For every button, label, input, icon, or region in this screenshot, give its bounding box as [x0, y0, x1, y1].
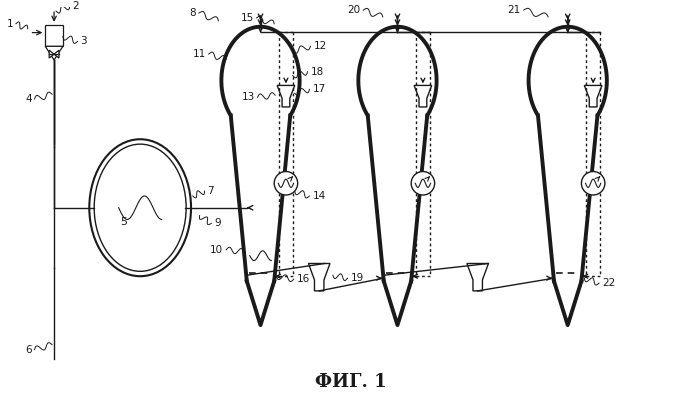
Text: 7: 7 — [207, 186, 214, 196]
Text: 2: 2 — [73, 1, 79, 11]
Text: 12: 12 — [314, 41, 327, 51]
Polygon shape — [277, 85, 295, 107]
Circle shape — [582, 171, 605, 195]
Text: 10: 10 — [210, 245, 223, 255]
Text: 5: 5 — [120, 217, 127, 228]
Text: 9: 9 — [214, 218, 221, 228]
Text: 15: 15 — [240, 13, 253, 23]
Text: 4: 4 — [25, 94, 32, 104]
Polygon shape — [467, 263, 489, 291]
Polygon shape — [49, 50, 54, 58]
Text: 11: 11 — [193, 49, 206, 59]
Text: 13: 13 — [241, 92, 255, 102]
Text: 19: 19 — [351, 273, 364, 283]
Text: 6: 6 — [25, 344, 32, 355]
Text: 1: 1 — [6, 19, 13, 29]
FancyBboxPatch shape — [46, 25, 63, 46]
Text: 22: 22 — [602, 278, 615, 288]
Polygon shape — [54, 50, 59, 58]
Polygon shape — [46, 46, 63, 60]
Text: 16: 16 — [297, 274, 310, 284]
Text: 20: 20 — [347, 5, 360, 15]
Text: 14: 14 — [312, 191, 326, 201]
Text: ФИГ. 1: ФИГ. 1 — [315, 373, 386, 391]
Polygon shape — [584, 85, 602, 107]
Ellipse shape — [94, 144, 186, 271]
Polygon shape — [309, 263, 330, 291]
Text: 17: 17 — [312, 85, 326, 94]
Ellipse shape — [90, 139, 191, 276]
Text: 8: 8 — [189, 8, 196, 18]
Circle shape — [274, 171, 298, 195]
Circle shape — [411, 171, 435, 195]
Text: 3: 3 — [80, 36, 87, 46]
Text: 18: 18 — [310, 67, 323, 77]
Text: 21: 21 — [508, 5, 521, 15]
Polygon shape — [414, 85, 432, 107]
